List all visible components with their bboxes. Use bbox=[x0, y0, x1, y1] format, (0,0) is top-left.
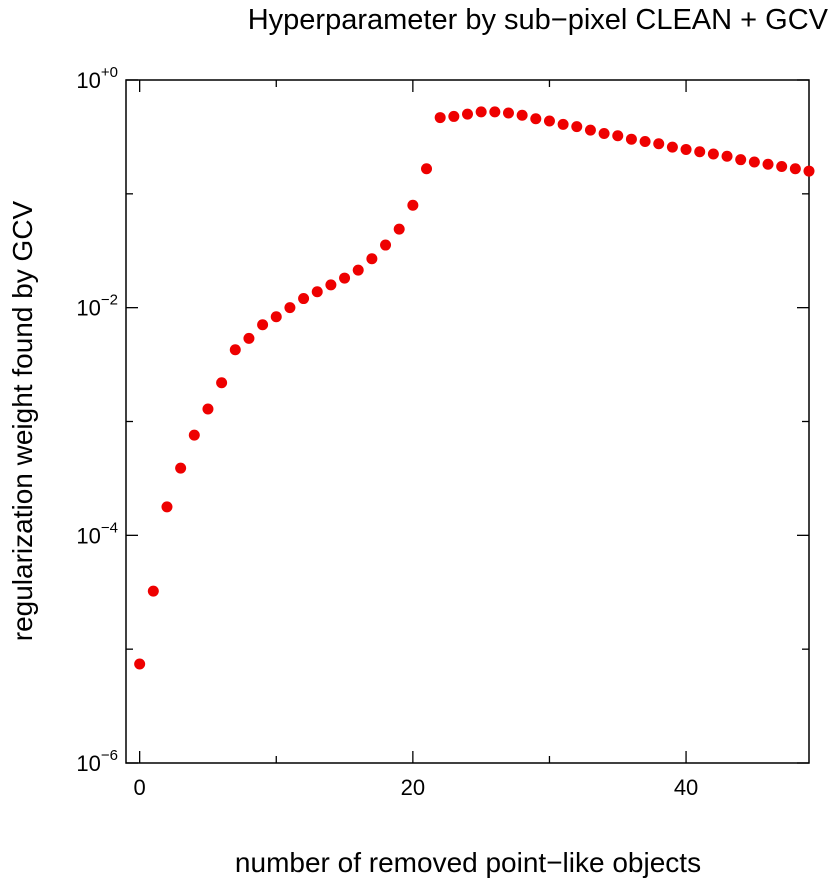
data-point bbox=[462, 108, 473, 120]
data-point bbox=[393, 223, 405, 235]
data-point bbox=[188, 429, 200, 441]
data-point bbox=[284, 302, 296, 314]
data-point bbox=[161, 501, 173, 513]
data-point bbox=[680, 143, 692, 155]
data-point bbox=[694, 146, 706, 158]
chart-title: Hyperparameter by sub−pixel CLEAN + GCV bbox=[247, 4, 828, 36]
data-point bbox=[380, 239, 392, 251]
data-point bbox=[366, 253, 378, 265]
data-point bbox=[748, 156, 760, 168]
data-point bbox=[557, 118, 569, 130]
data-point bbox=[598, 128, 610, 140]
data-point bbox=[776, 161, 788, 173]
data-point bbox=[339, 272, 351, 284]
data-point bbox=[352, 264, 364, 276]
data-point bbox=[666, 141, 678, 153]
data-point bbox=[735, 154, 747, 166]
data-point bbox=[407, 199, 419, 211]
data-point bbox=[707, 148, 719, 160]
data-points bbox=[134, 106, 815, 670]
data-point bbox=[270, 311, 282, 323]
tick-labels: 0 20 40 10−6 10−4 10−2 10+0 bbox=[76, 64, 698, 800]
data-point bbox=[202, 403, 214, 415]
data-point bbox=[530, 113, 542, 125]
x-tick-label: 0 bbox=[134, 775, 146, 800]
data-point bbox=[721, 150, 733, 162]
data-point bbox=[489, 106, 501, 118]
data-point bbox=[803, 165, 815, 177]
data-point bbox=[543, 115, 555, 127]
data-point bbox=[584, 124, 596, 136]
data-point bbox=[257, 319, 269, 331]
y-tick-label: 10−4 bbox=[76, 519, 118, 548]
data-point bbox=[612, 130, 624, 142]
data-point bbox=[216, 377, 228, 389]
data-point bbox=[653, 138, 665, 150]
data-point bbox=[175, 462, 187, 474]
x-tick-label: 20 bbox=[401, 775, 425, 800]
y-tick-label: 10+0 bbox=[76, 64, 118, 93]
data-point bbox=[421, 163, 433, 175]
data-point bbox=[475, 106, 487, 118]
y-tick-label: 10−2 bbox=[76, 292, 118, 321]
y-axis-title: regularization weight found by GCV bbox=[7, 200, 38, 641]
tick-marks bbox=[126, 79, 809, 764]
data-point bbox=[134, 658, 146, 670]
data-point bbox=[762, 158, 774, 170]
y-tick-label: 10−6 bbox=[76, 747, 118, 776]
x-axis-title: number of removed point−like objects bbox=[235, 847, 701, 878]
x-tick-label: 40 bbox=[674, 775, 698, 800]
data-point bbox=[639, 135, 651, 147]
data-point bbox=[571, 121, 583, 133]
data-point bbox=[243, 332, 255, 344]
data-point bbox=[516, 109, 528, 121]
data-point bbox=[434, 112, 446, 124]
data-point bbox=[311, 286, 323, 298]
data-point bbox=[147, 585, 159, 597]
data-point bbox=[298, 293, 310, 305]
data-point bbox=[789, 163, 801, 175]
data-point bbox=[625, 133, 637, 145]
data-point bbox=[229, 344, 241, 356]
plot-frame bbox=[125, 79, 810, 764]
data-point bbox=[325, 279, 337, 291]
data-point bbox=[502, 107, 514, 119]
data-point bbox=[448, 110, 460, 122]
